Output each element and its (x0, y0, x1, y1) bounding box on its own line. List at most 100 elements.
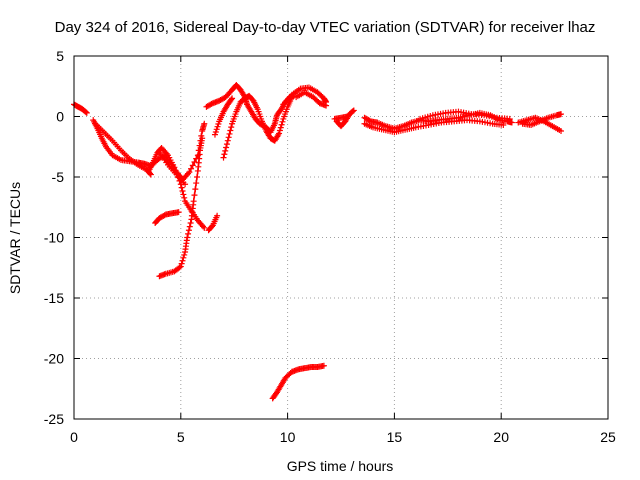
series-arc-g (205, 212, 221, 234)
data-point-marker (228, 96, 235, 103)
series-start (71, 101, 90, 116)
x-tick-label: 0 (70, 429, 78, 445)
data-point-marker (500, 121, 507, 128)
data-point-marker (184, 234, 191, 241)
data-point-marker (180, 191, 187, 198)
x-tick-label: 5 (177, 429, 185, 445)
data-point-marker (193, 180, 200, 187)
x-tick-label: 25 (600, 429, 616, 445)
chart-title: Day 324 of 2016, Sidereal Day-to-day VTE… (55, 19, 596, 36)
plot-frame (73, 55, 609, 420)
data-point-marker (178, 184, 185, 191)
data-point-marker (228, 124, 235, 131)
data-point-marker (215, 121, 222, 128)
y-tick-label: -10 (44, 230, 64, 246)
data-point-marker (185, 230, 192, 237)
x-axis-label: GPS time / hours (287, 458, 394, 474)
series-arc-s (515, 114, 565, 135)
data-point-marker (191, 158, 198, 165)
series-arc-n (331, 113, 351, 122)
data-point-marker (320, 362, 327, 369)
data-point-marker (187, 219, 194, 226)
data-point-marker (82, 109, 89, 116)
data-point-marker (194, 174, 201, 180)
y-tick-label: -20 (44, 351, 64, 367)
data-point-marker (214, 123, 221, 130)
data-point-marker (182, 181, 189, 188)
series-trace (158, 152, 186, 186)
data-point-marker (229, 95, 236, 102)
x-tick-label: 15 (387, 429, 403, 445)
axis-ticks: 0 5 10 15 20 25 5 0 -5 -10 -15 -20 -25 (44, 48, 616, 445)
data-series (71, 82, 565, 402)
data-point-marker (226, 130, 233, 137)
data-point-marker (179, 257, 186, 264)
y-tick-label: 0 (56, 109, 64, 125)
data-point-marker (224, 137, 231, 144)
series-arc-d (156, 149, 189, 188)
data-point-marker (508, 119, 515, 126)
data-point-marker (147, 171, 154, 178)
data-point-marker (225, 134, 232, 141)
data-point-marker (192, 186, 199, 193)
data-point-marker (191, 192, 198, 199)
series-arc-q (417, 108, 513, 122)
data-point-marker (181, 194, 188, 201)
data-point-marker (212, 128, 219, 135)
data-point-marker (201, 224, 208, 231)
data-point-marker (180, 254, 187, 261)
y-tick-label: -25 (44, 411, 64, 427)
data-point-marker (179, 188, 186, 195)
series-arc-t (269, 362, 327, 402)
data-point-marker (222, 147, 229, 154)
series-arc-l (293, 89, 330, 109)
data-point-marker (276, 127, 283, 134)
series-arc-e (152, 209, 182, 226)
x-tick-label: 10 (280, 429, 296, 445)
x-tick-label: 20 (493, 429, 509, 445)
data-point-marker (279, 118, 286, 125)
data-point-marker (186, 223, 193, 230)
data-point-marker (175, 209, 182, 216)
data-point-marker (201, 120, 208, 127)
data-point-marker (181, 251, 188, 258)
data-point-marker (220, 154, 227, 161)
data-point-marker (186, 169, 193, 176)
data-point-marker (214, 212, 221, 219)
data-point-marker (190, 198, 197, 205)
grid-lines (74, 56, 608, 419)
data-point-marker (223, 141, 230, 148)
data-point-marker (349, 108, 356, 115)
data-point-marker (199, 135, 206, 142)
series-arc-f (156, 135, 206, 280)
data-point-marker (276, 130, 283, 137)
data-point-marker (558, 128, 565, 135)
data-point-marker (83, 109, 90, 116)
data-point-marker (189, 162, 196, 169)
data-point-marker (221, 151, 228, 158)
data-point-marker (344, 113, 351, 120)
series-arc-p (361, 117, 507, 136)
data-point-marker (176, 264, 183, 271)
y-axis-label: SDTVAR / TECUs (7, 182, 23, 294)
data-point-marker (277, 124, 284, 131)
data-point-marker (323, 102, 330, 109)
data-point-marker (185, 227, 192, 234)
y-tick-label: -15 (44, 290, 64, 306)
series-arc-b (92, 120, 154, 178)
series-arc-j (211, 95, 236, 138)
data-point-marker (350, 107, 357, 114)
data-point-marker (558, 111, 565, 118)
y-tick-label: 5 (56, 48, 64, 64)
data-point-marker (177, 263, 184, 270)
data-point-marker (227, 127, 234, 134)
data-point-marker (213, 126, 220, 133)
data-point-marker (178, 260, 185, 267)
data-point-marker (188, 165, 195, 172)
y-tick-label: -5 (52, 169, 65, 185)
data-point-marker (278, 121, 285, 128)
data-point-marker (506, 115, 513, 122)
data-point-marker (211, 131, 218, 138)
